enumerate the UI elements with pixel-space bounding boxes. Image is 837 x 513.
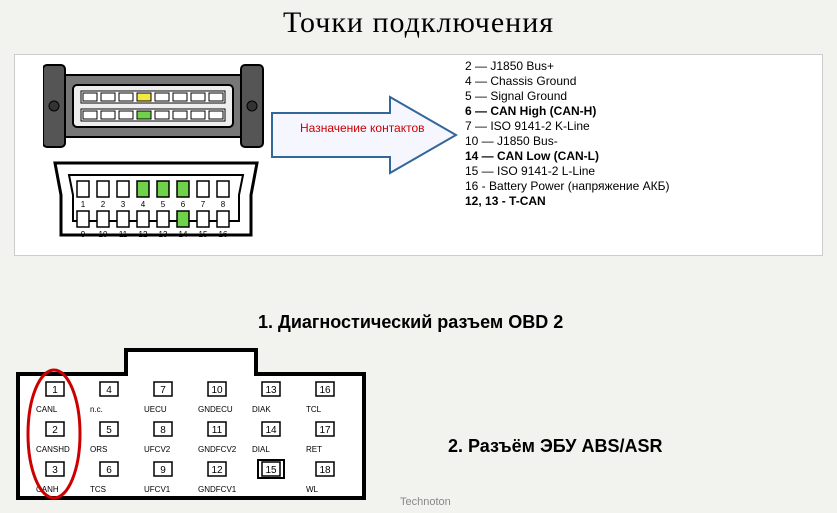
obd-connector-top: [43, 63, 265, 158]
svg-text:2: 2: [101, 200, 106, 209]
svg-text:n.c.: n.c.: [90, 405, 103, 414]
svg-text:12: 12: [211, 465, 223, 476]
section-1-caption: 1. Диагностический разъем OBD 2: [258, 312, 563, 333]
pin-list-item: 10 — J1850 Bus-: [465, 134, 669, 149]
arrow-icon: [270, 95, 460, 180]
svg-text:DIAL: DIAL: [252, 445, 270, 454]
svg-text:5: 5: [161, 200, 166, 209]
pin-list-item: 14 — CAN Low (CAN-L): [465, 149, 669, 164]
svg-text:1: 1: [81, 200, 86, 209]
pin-list-item: 5 — Signal Ground: [465, 89, 669, 104]
svg-text:CANL: CANL: [36, 405, 58, 414]
svg-text:1: 1: [52, 385, 58, 396]
svg-text:UFCV1: UFCV1: [144, 485, 171, 494]
svg-text:7: 7: [201, 200, 206, 209]
svg-text:7: 7: [160, 385, 166, 396]
svg-text:14: 14: [265, 425, 277, 436]
svg-text:16: 16: [319, 385, 331, 396]
footer-brand: Technoton: [400, 496, 451, 508]
page-title: Точки подключения: [0, 6, 837, 40]
svg-text:4: 4: [141, 200, 146, 209]
svg-text:CANSHD: CANSHD: [36, 445, 70, 454]
svg-text:15: 15: [199, 230, 208, 239]
svg-text:16: 16: [219, 230, 228, 239]
svg-text:9: 9: [81, 230, 86, 239]
svg-text:3: 3: [121, 200, 126, 209]
svg-text:13: 13: [159, 230, 168, 239]
svg-text:UECU: UECU: [144, 405, 167, 414]
svg-text:11: 11: [212, 425, 223, 436]
svg-text:2: 2: [52, 425, 58, 436]
arrow-label: Назначение контактов: [300, 121, 425, 135]
svg-text:4: 4: [106, 385, 112, 396]
svg-text:15: 15: [265, 465, 277, 476]
svg-text:12: 12: [139, 230, 148, 239]
svg-text:18: 18: [319, 465, 331, 476]
pin-assignment-list: 2 — J1850 Bus+4 — Chassis Ground5 — Sign…: [465, 59, 669, 209]
svg-text:GNDFCV2: GNDFCV2: [198, 445, 237, 454]
section-2-caption: 2. Разъём ЭБУ ABS/ASR: [448, 436, 662, 457]
svg-text:RET: RET: [306, 445, 322, 454]
svg-text:17: 17: [319, 425, 331, 436]
svg-text:GNDECU: GNDECU: [198, 405, 233, 414]
svg-text:10: 10: [211, 385, 223, 396]
svg-text:14: 14: [179, 230, 188, 239]
pin-list-item: 4 — Chassis Ground: [465, 74, 669, 89]
svg-text:11: 11: [119, 230, 128, 239]
svg-text:8: 8: [221, 200, 226, 209]
pin-list-item: 12, 13 - T-CAN: [465, 194, 669, 209]
svg-text:GNDFCV1: GNDFCV1: [198, 485, 237, 494]
svg-text:DIAK: DIAK: [252, 405, 271, 414]
svg-text:6: 6: [106, 465, 112, 476]
svg-text:ORS: ORS: [90, 445, 107, 454]
svg-text:6: 6: [181, 200, 186, 209]
diagram-panel: 12345678910111213141516 Назначение конта…: [14, 54, 823, 256]
pin-list-item: 15 — ISO 9141-2 L-Line: [465, 164, 669, 179]
abs-connector: 1 CANL 4n.c. 7 UECU 10 GNDECU 13 DIAK 16 TCL 2 CANSH…: [14, 344, 370, 509]
pin-list-item: 7 — ISO 9141-2 K-Line: [465, 119, 669, 134]
svg-text:3: 3: [52, 465, 58, 476]
svg-text:WL: WL: [306, 485, 319, 494]
pin-list-item: 2 — J1850 Bus+: [465, 59, 669, 74]
svg-text:13: 13: [265, 385, 277, 396]
svg-text:TCS: TCS: [90, 485, 106, 494]
svg-text:TCL: TCL: [306, 405, 322, 414]
obd-connector-bottom: 12345678910111213141516: [51, 159, 263, 248]
pin-list-item: 6 — CAN High (CAN-H): [465, 104, 669, 119]
pin-list-item: 16 - Battery Power (напряжение АКБ): [465, 179, 669, 194]
svg-text:5: 5: [106, 425, 112, 436]
svg-text:9: 9: [160, 465, 166, 476]
svg-text:10: 10: [99, 230, 108, 239]
svg-text:UFCV2: UFCV2: [144, 445, 171, 454]
svg-text:8: 8: [160, 425, 166, 436]
